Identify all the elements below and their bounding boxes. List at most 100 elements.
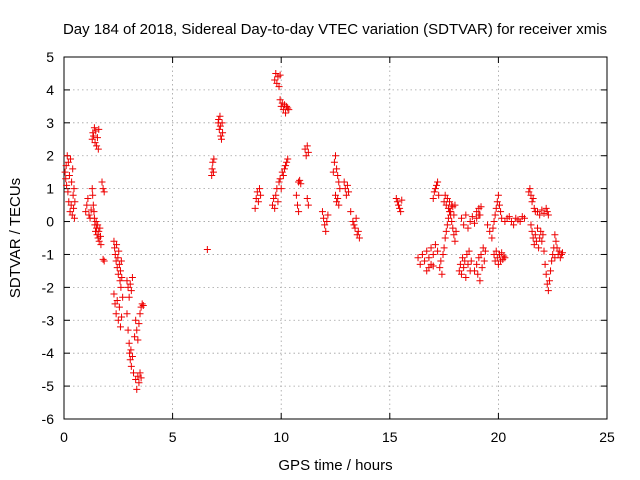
data-point	[414, 254, 422, 262]
data-point	[462, 211, 470, 219]
data-point	[535, 244, 543, 252]
data-point	[440, 244, 448, 252]
data-point	[548, 257, 556, 265]
data-point	[65, 171, 73, 179]
data-point	[114, 316, 122, 324]
y-tick-label: -5	[42, 378, 55, 394]
data-point	[434, 178, 442, 186]
data-point	[133, 326, 141, 334]
data-point	[280, 165, 288, 173]
data-point	[352, 214, 360, 222]
data-point	[274, 198, 282, 206]
data-point	[208, 171, 216, 179]
data-point	[89, 191, 97, 199]
data-point	[556, 254, 564, 262]
data-point	[91, 139, 99, 147]
data-point	[489, 224, 497, 232]
data-point	[354, 227, 362, 235]
data-point	[123, 310, 131, 318]
data-point	[96, 224, 104, 232]
data-point	[284, 104, 292, 112]
data-point	[332, 152, 339, 160]
data-point	[216, 122, 224, 130]
data-point	[540, 247, 548, 255]
data-point	[527, 221, 535, 229]
data-point	[132, 316, 140, 324]
data-point	[427, 244, 435, 252]
data-point	[441, 234, 449, 242]
data-point	[442, 227, 450, 235]
data-point	[478, 264, 486, 272]
data-point	[481, 247, 489, 255]
data-point	[209, 158, 217, 166]
data-point	[118, 273, 126, 281]
data-point	[490, 218, 498, 226]
data-point	[465, 247, 473, 255]
data-point	[396, 204, 404, 212]
data-point	[452, 227, 460, 235]
data-point	[520, 214, 528, 222]
data-point	[275, 83, 283, 91]
data-point	[282, 162, 290, 170]
data-point	[536, 211, 544, 219]
y-tick-label: -4	[42, 345, 55, 361]
x-tick-label: 5	[169, 429, 177, 445]
data-point	[100, 188, 108, 196]
data-point	[62, 175, 70, 183]
data-point	[449, 224, 457, 232]
data-point	[460, 264, 468, 272]
x-tick-label: 10	[273, 429, 289, 445]
x-tick-label: 0	[60, 429, 68, 445]
data-point	[501, 254, 509, 262]
data-point	[71, 198, 79, 206]
data-point	[393, 198, 401, 206]
data-point	[468, 213, 476, 221]
data-point	[540, 209, 548, 217]
data-point	[92, 218, 100, 226]
data-point	[303, 195, 311, 203]
data-point	[436, 264, 444, 272]
data-point	[432, 181, 440, 189]
data-point	[95, 125, 103, 133]
data-point	[128, 352, 136, 360]
data-point	[98, 178, 106, 186]
data-point	[558, 249, 566, 257]
data-point	[480, 257, 488, 265]
data-point	[471, 267, 479, 275]
data-point	[476, 277, 484, 285]
data-point	[304, 201, 312, 209]
data-point	[99, 185, 107, 193]
data-point	[139, 301, 147, 309]
data-point	[69, 165, 77, 173]
data-point	[99, 255, 107, 263]
data-point	[61, 168, 69, 176]
data-point	[324, 211, 332, 219]
data-point	[304, 148, 312, 156]
data-point	[110, 290, 118, 298]
x-tick-label: 20	[491, 429, 507, 445]
data-point	[94, 145, 102, 153]
data-point	[126, 280, 134, 288]
data-point	[138, 300, 146, 308]
data-point	[516, 218, 524, 226]
data-point	[93, 142, 101, 150]
y-tick-label: -1	[42, 246, 55, 262]
data-point	[443, 221, 451, 229]
data-point	[495, 201, 503, 209]
data-point	[448, 218, 456, 226]
data-point	[416, 260, 424, 268]
data-point	[457, 270, 465, 278]
data-point	[435, 191, 443, 199]
data-point	[542, 204, 550, 212]
data-point	[136, 310, 144, 318]
data-point	[492, 247, 500, 255]
data-point	[526, 185, 534, 193]
data-point	[218, 119, 226, 127]
data-point	[320, 214, 328, 222]
data-point	[464, 260, 472, 268]
data-point	[544, 211, 552, 219]
data-point	[68, 178, 76, 186]
data-point	[219, 129, 227, 137]
data-point	[90, 214, 98, 222]
